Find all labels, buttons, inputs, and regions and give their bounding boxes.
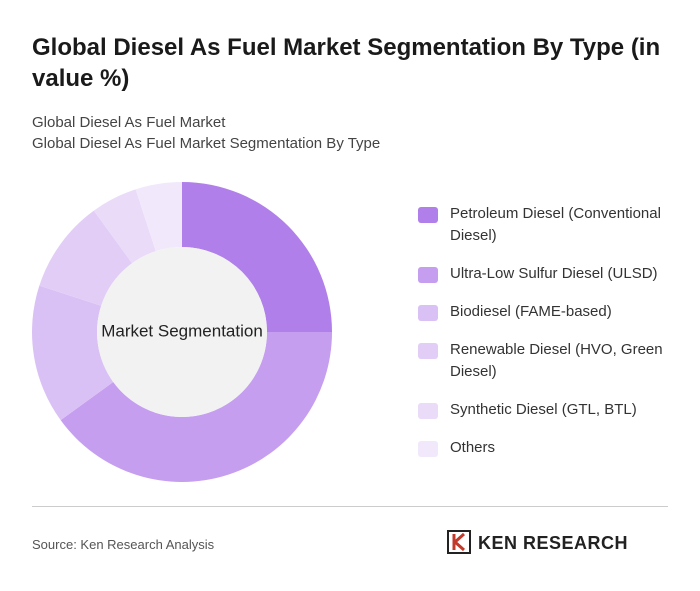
- legend-label: Ultra-Low Sulfur Diesel (ULSD): [450, 265, 658, 282]
- chart-title: Global Diesel As Fuel Market Segmentatio…: [32, 34, 661, 92]
- legend-swatch: [418, 343, 438, 359]
- legend-item: Ultra-Low Sulfur Diesel (ULSD): [418, 263, 680, 285]
- donut-slice: [182, 182, 332, 332]
- logo-icon: [447, 530, 471, 554]
- legend-swatch: [418, 267, 438, 283]
- legend-item: Biodiesel (FAME-based): [418, 301, 680, 323]
- legend-label: Synthetic Diesel (GTL, BTL): [450, 401, 637, 418]
- donut-slice: [39, 210, 133, 306]
- legend-swatch: [418, 207, 438, 223]
- legend-item: Renewable Diesel (HVO, Green Diesel): [418, 339, 680, 383]
- donut: [32, 182, 332, 482]
- legend-item: Petroleum Diesel (Conventional Diesel): [418, 203, 680, 247]
- subtitle: Global Diesel As Fuel Market: [32, 114, 226, 131]
- divider: [32, 506, 668, 507]
- legend: Petroleum Diesel (Conventional Diesel) Ul…: [418, 203, 680, 475]
- legend-label: Others: [450, 439, 496, 456]
- center-label: Market Segmentation: [101, 321, 263, 340]
- legend-item: Others: [418, 437, 680, 459]
- chart: Market Segmentation: [32, 182, 332, 482]
- donut-slice: [135, 182, 182, 252]
- donut-hole: [97, 247, 267, 417]
- logo: KEN RESEARCH: [478, 533, 629, 553]
- donut-slice: [60, 332, 332, 482]
- legend-label: Renewable Diesel (HVO, Green Diesel): [450, 341, 663, 380]
- subtitle: Global Diesel As Fuel Market Segmentatio…: [32, 135, 381, 152]
- legend-swatch: [418, 305, 438, 321]
- legend-item: Synthetic Diesel (GTL, BTL): [418, 399, 680, 421]
- legend-label: Biodiesel (FAME-based): [450, 303, 612, 320]
- legend-swatch: [418, 441, 438, 457]
- donut-slice: [93, 189, 156, 264]
- legend-swatch: [418, 403, 438, 419]
- donut-slice: [32, 285, 114, 421]
- source: Source: Ken Research Analysis: [32, 537, 215, 552]
- legend-label: Petroleum Diesel (Conventional Diesel): [450, 205, 661, 244]
